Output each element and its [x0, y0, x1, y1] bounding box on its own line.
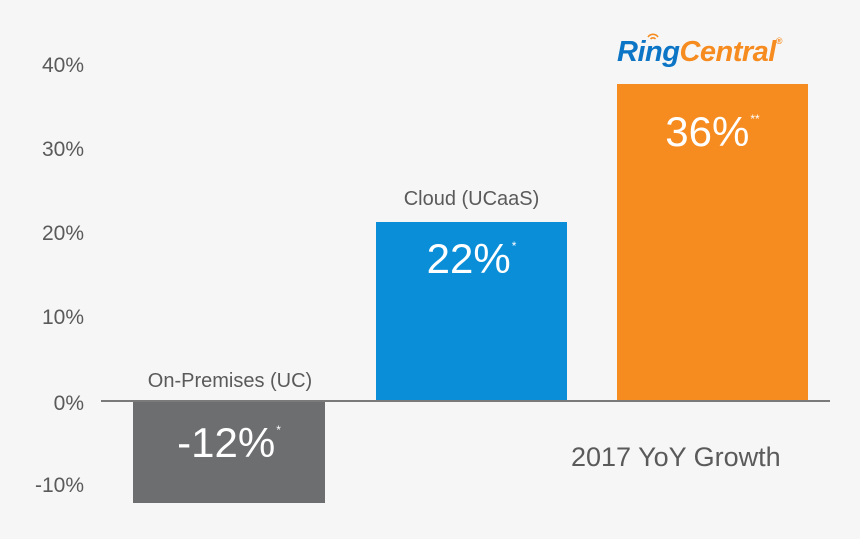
bar-value-cloud: 22%* — [426, 235, 517, 282]
ringcentral-logo: RingCentral® — [617, 36, 783, 68]
chart-title: 2017 YoY Growth — [571, 442, 781, 472]
bar-ringcentral: 36%** — [617, 84, 808, 401]
y-tick-40: 40% — [41, 54, 84, 77]
y-tick-10: 10% — [41, 306, 84, 329]
bar-value-ringcentral: 36%** — [665, 108, 760, 155]
zero-axis-line — [101, 400, 830, 402]
y-tick-minus-10: -10% — [34, 474, 84, 497]
wifi-signal-icon — [647, 33, 659, 40]
y-tick-20: 20% — [41, 222, 84, 245]
bar-cloud: 22%* — [376, 222, 567, 401]
category-label-on-premises: On-Premises (UC) — [147, 370, 313, 392]
y-tick-0: 0% — [53, 392, 84, 415]
y-tick-30: 30% — [41, 138, 84, 161]
category-label-cloud: Cloud (UCaaS) — [403, 188, 540, 210]
bar-value-on-premises: -12%* — [177, 419, 281, 466]
bar-on-premises: -12%* — [133, 402, 325, 503]
